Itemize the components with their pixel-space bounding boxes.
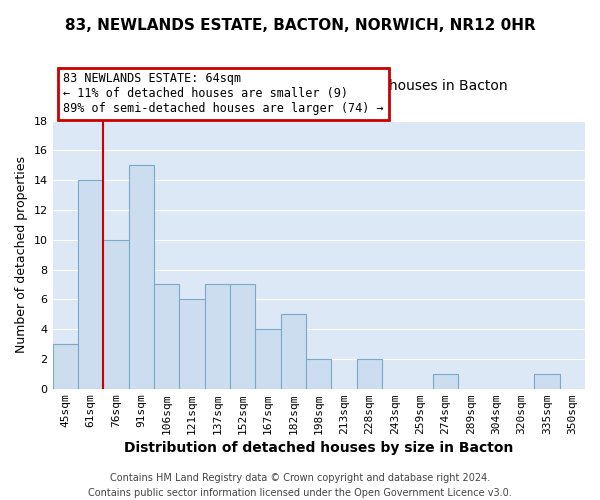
Bar: [103, 240, 128, 388]
X-axis label: Distribution of detached houses by size in Bacton: Distribution of detached houses by size …: [124, 441, 514, 455]
Bar: [256, 329, 281, 388]
Bar: [179, 300, 205, 388]
Y-axis label: Number of detached properties: Number of detached properties: [15, 156, 28, 353]
Text: 83 NEWLANDS ESTATE: 64sqm
← 11% of detached houses are smaller (9)
89% of semi-d: 83 NEWLANDS ESTATE: 64sqm ← 11% of detac…: [63, 72, 384, 116]
Bar: [281, 314, 306, 388]
Text: Contains HM Land Registry data © Crown copyright and database right 2024.
Contai: Contains HM Land Registry data © Crown c…: [88, 472, 512, 498]
Bar: [306, 359, 331, 388]
Bar: [534, 374, 560, 388]
Bar: [230, 284, 256, 389]
Bar: [433, 374, 458, 388]
Bar: [128, 166, 154, 388]
Bar: [205, 284, 230, 389]
Bar: [357, 359, 382, 388]
Bar: [53, 344, 78, 389]
Bar: [78, 180, 103, 388]
Title: Size of property relative to detached houses in Bacton: Size of property relative to detached ho…: [130, 79, 508, 93]
Bar: [154, 284, 179, 389]
Text: 83, NEWLANDS ESTATE, BACTON, NORWICH, NR12 0HR: 83, NEWLANDS ESTATE, BACTON, NORWICH, NR…: [65, 18, 535, 32]
